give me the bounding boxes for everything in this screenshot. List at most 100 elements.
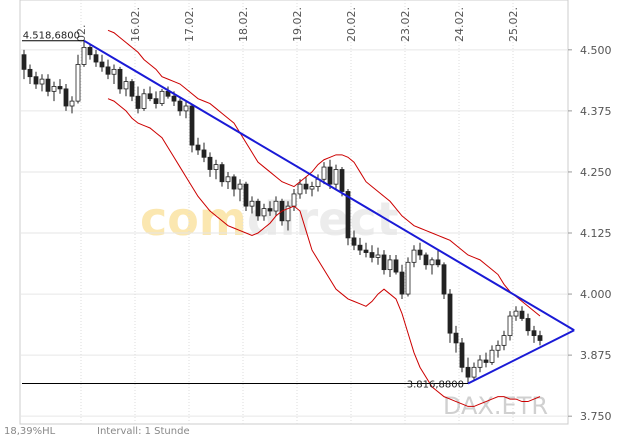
x-tick-label: 19.02. [291,7,304,42]
footer-interval: Intervall: 1 Stunde [97,426,190,437]
candle-body [357,244,363,251]
candle-body [447,293,453,334]
candle-body [363,249,369,253]
annotation-label: 4.518,6800 [23,31,80,42]
instrument-watermark: DAX.ETR [443,392,548,420]
candle-body [489,349,495,363]
candle-body [267,208,273,212]
candle-body [525,318,531,332]
candle-body [327,166,333,185]
candle-body [147,93,153,100]
candle-body [309,186,315,190]
candle-body [81,46,87,65]
candle-body [273,200,279,212]
candle-body [291,193,297,207]
candle-body [459,342,465,368]
candle-body [249,200,255,207]
y-tick-label: 4.000 [580,288,612,301]
candle-body [93,54,99,63]
candle-body [45,78,51,92]
candle-body [201,149,207,158]
candle-body [207,156,213,170]
candle-body [537,335,543,341]
candle-body [393,259,399,273]
candle-body [417,249,423,256]
candle-body [399,271,405,295]
candle-body [57,86,63,90]
candle-body [471,366,477,378]
candle-body [159,90,165,104]
x-tick-label: 20.02. [345,7,358,42]
candle-body [381,254,387,271]
candle-body [189,105,195,146]
y-tick-label: 4.125 [580,227,612,240]
candle-body [303,183,309,190]
candle-body [375,254,381,258]
trendline [83,39,575,332]
watermark-part: direct [247,192,399,246]
y-tick-label: 4.250 [580,166,612,179]
candle-body [519,310,525,319]
candle-body [171,95,177,102]
candle-body [531,330,537,336]
candle-body [339,169,345,192]
candle-body [321,166,327,180]
annotation-label: 3.816,8800 [407,380,464,391]
candle-body [51,86,57,92]
watermark-part: com [140,192,247,246]
candle-body [435,259,441,266]
candle-body [441,264,447,295]
candle-body [87,46,93,56]
candle-body [237,183,243,190]
candle-body [345,191,351,239]
candle-body [351,237,357,246]
candle-body [183,105,189,112]
x-tick-label: 24.02. [453,7,466,42]
candle-body [123,81,129,90]
candle-body [63,88,69,107]
candle-body [117,68,123,90]
candle-body [177,100,183,112]
candle-body [69,100,75,107]
candle-body [285,205,291,222]
candle-body [477,359,483,368]
y-tick-label: 4.500 [580,44,612,57]
candle-body [39,78,45,85]
x-tick-label: 17.02. [183,7,196,42]
candle-body [495,344,501,351]
candle-body [369,252,375,258]
candle-body [111,68,117,75]
candle-body [513,310,519,317]
candle-body [465,366,471,378]
candle-body [225,176,231,183]
candle-body [21,54,27,70]
candle-body [333,169,339,185]
candle-body [105,66,111,75]
candle-body [411,249,417,263]
candle-body [387,259,393,271]
candle-body [255,200,261,217]
watermark: comdirect [140,192,399,246]
y-tick-label: 4.375 [580,105,612,118]
trendline [467,329,575,385]
candle-body [261,208,267,217]
candle-body [243,183,249,207]
candle-body [213,164,219,170]
candle-body [33,76,39,85]
candle-body [27,68,33,78]
candle-body [297,183,303,195]
candle-body [453,332,459,344]
candle-body [129,81,135,97]
x-tick-label: 25.02. [507,7,520,42]
plot-frame [19,0,569,425]
y-tick-label: 3.875 [580,349,612,362]
footer-range: 18,39%HL [4,426,56,437]
candle-body [423,254,429,266]
candle-body [501,335,507,346]
band-line [107,29,541,317]
candle-body [483,359,489,363]
candle-body [99,61,105,68]
candle-body [135,95,141,109]
candle-body [405,261,411,295]
candle-body [429,259,435,266]
